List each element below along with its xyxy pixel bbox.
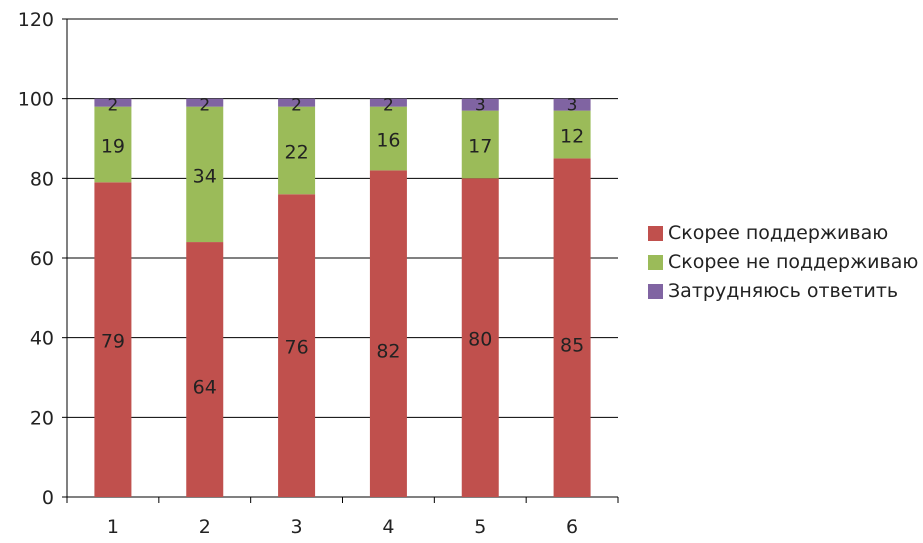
- bar-series-1-cat-2: [186, 106, 224, 243]
- y-tick-label-20: 20: [30, 407, 54, 429]
- bar-series-2-cat-1: [94, 98, 132, 107]
- y-tick-label-80: 80: [30, 168, 54, 190]
- bar-series-2-cat-5: [461, 98, 499, 111]
- y-tick-label-0: 0: [42, 487, 54, 509]
- data-label-series-1-cat-6: 12: [560, 126, 584, 148]
- data-label-series-2-cat-6: 3: [567, 96, 578, 116]
- bar-series-1-cat-6: [553, 110, 591, 159]
- bar-series-0-cat-5: [461, 178, 499, 498]
- data-label-series-1-cat-5: 17: [468, 135, 492, 157]
- legend-label-series-0: Скорее поддерживаю: [668, 222, 889, 244]
- data-label-series-1-cat-1: 19: [101, 135, 125, 157]
- data-label-series-0-cat-6: 85: [560, 335, 584, 357]
- data-label-series-1-cat-2: 34: [193, 165, 217, 187]
- legend-item-series-2: Затрудняюсь ответить: [648, 278, 920, 304]
- bar-series-0-cat-2: [186, 242, 224, 497]
- x-tick-label-3: 3: [291, 516, 303, 538]
- data-label-series-2-cat-3: 2: [291, 96, 302, 116]
- y-tick-label-120: 120: [18, 9, 54, 31]
- bar-series-2-cat-6: [553, 98, 591, 111]
- legend-swatch-series-0: [648, 226, 663, 241]
- legend-item-series-1: Скорее не поддерживаю: [648, 249, 920, 275]
- bar-series-1-cat-4: [369, 106, 407, 171]
- x-tick-label-4: 4: [382, 516, 394, 538]
- legend: Скорее поддерживаю Скорее не поддерживаю…: [648, 220, 920, 307]
- bar-series-2-cat-4: [369, 98, 407, 107]
- data-label-series-0-cat-2: 64: [193, 377, 217, 399]
- legend-swatch-series-1: [648, 255, 663, 270]
- x-tick-label-2: 2: [199, 516, 211, 538]
- x-tick-label-1: 1: [107, 516, 119, 538]
- data-label-series-0-cat-1: 79: [101, 331, 125, 353]
- data-label-series-0-cat-4: 82: [376, 341, 400, 363]
- x-tick-label-6: 6: [566, 516, 578, 538]
- bar-series-1-cat-1: [94, 106, 132, 183]
- data-label-series-1-cat-3: 22: [284, 141, 308, 163]
- bar-series-1-cat-3: [278, 106, 316, 195]
- y-tick-label-100: 100: [18, 89, 54, 111]
- legend-swatch-series-2: [648, 284, 663, 299]
- data-label-series-2-cat-4: 2: [383, 96, 394, 116]
- data-label-series-2-cat-5: 3: [475, 96, 486, 116]
- legend-item-series-0: Скорее поддерживаю: [648, 220, 920, 246]
- bar-series-0-cat-1: [94, 182, 132, 498]
- bar-series-2-cat-3: [278, 98, 316, 107]
- y-tick-label-40: 40: [30, 328, 54, 350]
- bar-series-0-cat-4: [369, 170, 407, 497]
- data-label-series-2-cat-2: 2: [199, 96, 210, 116]
- bar-series-0-cat-6: [553, 158, 591, 497]
- data-label-series-0-cat-5: 80: [468, 329, 492, 351]
- data-label-series-2-cat-1: 2: [108, 96, 119, 116]
- bar-series-0-cat-3: [278, 194, 316, 497]
- y-tick-label-60: 60: [30, 248, 54, 270]
- data-label-series-1-cat-4: 16: [376, 130, 400, 152]
- data-label-series-0-cat-3: 76: [284, 337, 308, 359]
- legend-label-series-1: Скорее не поддерживаю: [668, 251, 919, 273]
- bar-series-2-cat-2: [186, 98, 224, 107]
- x-tick-label-5: 5: [474, 516, 486, 538]
- bar-series-1-cat-5: [461, 110, 499, 179]
- legend-label-series-2: Затрудняюсь ответить: [668, 280, 899, 302]
